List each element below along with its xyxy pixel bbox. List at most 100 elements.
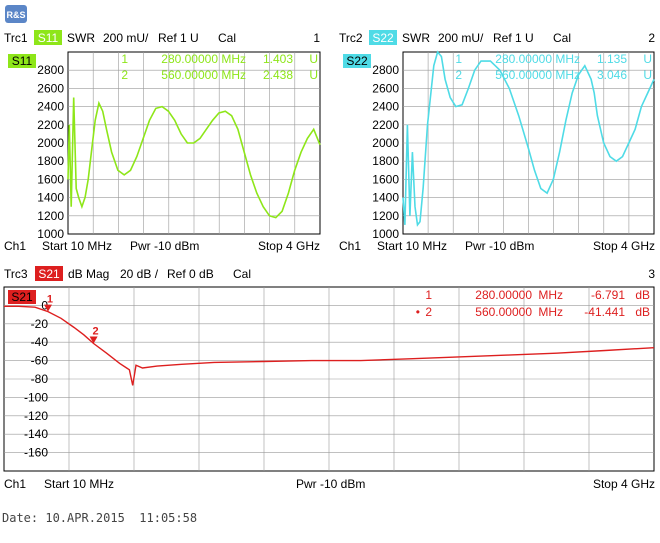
trc2-label[interactable]: Trc2: [339, 31, 363, 45]
trc2-trace-tag-bg: [343, 54, 371, 68]
trace-s11: [67, 97, 321, 219]
y-tick-label: 2400: [37, 100, 64, 114]
y-tick-label: 2000: [372, 136, 399, 150]
y-ticks-3: 0-20-40-60-80-100-120-140-160: [24, 298, 48, 459]
y-tick-label: 1400: [372, 191, 399, 205]
trc1-scale: 200 mU/: [103, 31, 149, 45]
marker-triangle-1[interactable]: [43, 304, 52, 312]
trc2-stop: Stop 4 GHz: [593, 239, 655, 253]
trc1-channel: Ch1: [4, 239, 26, 253]
trc3-marker1-num: 1: [425, 288, 432, 302]
trc2-marker1-num: 1: [455, 52, 462, 66]
trc2-marker1-vunit: U: [643, 52, 652, 66]
y-tick-label: -100: [24, 390, 48, 404]
y-tick-label: 2000: [37, 136, 64, 150]
trc2-marker2-num: 2: [455, 68, 462, 82]
grid-2: [403, 52, 654, 234]
trc1-power: Pwr -10 dBm: [130, 239, 199, 253]
trc2-marker2-unit: MHz: [555, 68, 580, 82]
trc3-marker2-value: -41.441: [584, 305, 625, 319]
trc1-window-number: 1: [313, 31, 320, 45]
trc2-param-badge-bg: [369, 30, 397, 45]
trc2-start: Start 10 MHz: [377, 239, 447, 253]
y-tick-label: 2400: [372, 100, 399, 114]
trc1-label[interactable]: Trc1: [4, 31, 28, 45]
y-tick-label: 1000: [37, 227, 64, 241]
marker-label-2: 2: [93, 326, 99, 338]
trc2-ref: Ref 1 U: [493, 31, 534, 45]
trc2-format: SWR: [402, 31, 430, 45]
trc3-stop: Stop 4 GHz: [593, 477, 655, 491]
trc3-marker2-active-dot: •: [416, 305, 420, 319]
trc2-trace-tag: S22: [346, 54, 368, 68]
trc1-param-badge[interactable]: S11: [38, 31, 59, 45]
y-tick-label: 1200: [372, 209, 399, 223]
trc2-marker1-unit: MHz: [555, 52, 580, 66]
trc1-marker1-value: 1.403: [263, 52, 293, 66]
trc2-window-number: 2: [648, 31, 655, 45]
y-tick-label: 1000: [372, 227, 399, 241]
trc2-power: Pwr -10 dBm: [465, 239, 534, 253]
marker-label-1: 1: [47, 294, 53, 306]
y-tick-label: 2200: [372, 118, 399, 132]
y-tick-label: 1600: [372, 172, 399, 186]
trc3-power: Pwr -10 dBm: [296, 477, 365, 491]
trc1-marker2-value: 2.438: [263, 68, 293, 82]
grid-3: [4, 287, 654, 471]
trc1-marker2-vunit: U: [309, 68, 318, 82]
y-tick-label: -20: [31, 317, 49, 331]
y-tick-label: 2800: [37, 63, 64, 77]
trc3-marker2-unit: MHz: [538, 305, 563, 319]
y-tick-label: -80: [31, 372, 49, 386]
y-tick-label: -160: [24, 446, 48, 460]
trc3-window-number: 3: [648, 267, 655, 281]
trc3-marker1-freq: 280.00000: [475, 288, 532, 302]
y-tick-label: 1800: [372, 154, 399, 168]
trc1-stop: Stop 4 GHz: [258, 239, 320, 253]
trc3-param-badge[interactable]: S21: [38, 267, 60, 281]
date-value: 10.APR.2015 11:05:58: [45, 511, 198, 525]
trc2-cal: Cal: [553, 31, 571, 45]
trc3-marker2-freq: 560.00000: [475, 305, 532, 319]
timestamp-line: Date: 10.APR.2015 11:05:58: [2, 511, 197, 525]
trc2-marker2-value: 3.046: [597, 68, 627, 82]
panel-trc3: Trc3 S21 dB Mag 20 dB / Ref 0 dB Cal 3 0…: [3, 266, 655, 491]
trc1-param-badge-bg: [34, 30, 62, 45]
y-tick-label: -120: [24, 409, 48, 423]
trc2-channel: Ch1: [339, 239, 361, 253]
trc3-marker2-num: 2: [425, 305, 432, 319]
trc3-trace-tag: S21: [11, 290, 33, 304]
trc3-label[interactable]: Trc3: [4, 267, 28, 281]
trc1-marker2-freq: 560.00000: [161, 68, 218, 82]
y-tick-label: -140: [24, 427, 48, 441]
y-tick-label: 1200: [37, 209, 64, 223]
trc1-marker1-unit: MHz: [221, 52, 246, 66]
y-tick-label: 2600: [37, 81, 64, 95]
trc1-trace-tag: S11: [12, 54, 33, 68]
trc1-trace-tag-bg: [8, 54, 36, 68]
trc3-scale: 20 dB /: [120, 267, 159, 281]
trc2-param-badge[interactable]: S22: [372, 31, 394, 45]
y-tick-label: 1600: [37, 172, 64, 186]
s21-marker-triangles: 12: [43, 294, 99, 344]
trc2-marker1-freq: 280.00000: [495, 52, 552, 66]
trc1-start: Start 10 MHz: [42, 239, 112, 253]
trc3-format: dB Mag: [68, 267, 109, 281]
trc3-marker2-vunit: dB: [635, 305, 650, 319]
trace-s22: [402, 50, 655, 227]
marker-triangle-2[interactable]: [89, 336, 98, 344]
trc2-scale: 200 mU/: [438, 31, 484, 45]
trc2-marker2-vunit: U: [643, 68, 652, 82]
trc1-cal: Cal: [218, 31, 236, 45]
y-tick-label: -40: [31, 335, 49, 349]
trace-s21: [4, 305, 655, 386]
trc3-marker1-vunit: dB: [635, 288, 650, 302]
y-ticks-1: 2800 2600 2400 2200 2000 1800 1600 1400 1200 1000: [37, 63, 64, 241]
trc1-ref: Ref 1 U: [158, 31, 199, 45]
y-tick-label: 2600: [372, 81, 399, 95]
y-tick-label: 1400: [37, 191, 64, 205]
trc1-marker1-num: 1: [121, 52, 128, 66]
panel-trc2: Trc2 S22 SWR 200 mU/ Ref 1 U Cal 2 28002…: [339, 30, 655, 253]
y-tick-label: 1800: [37, 154, 64, 168]
